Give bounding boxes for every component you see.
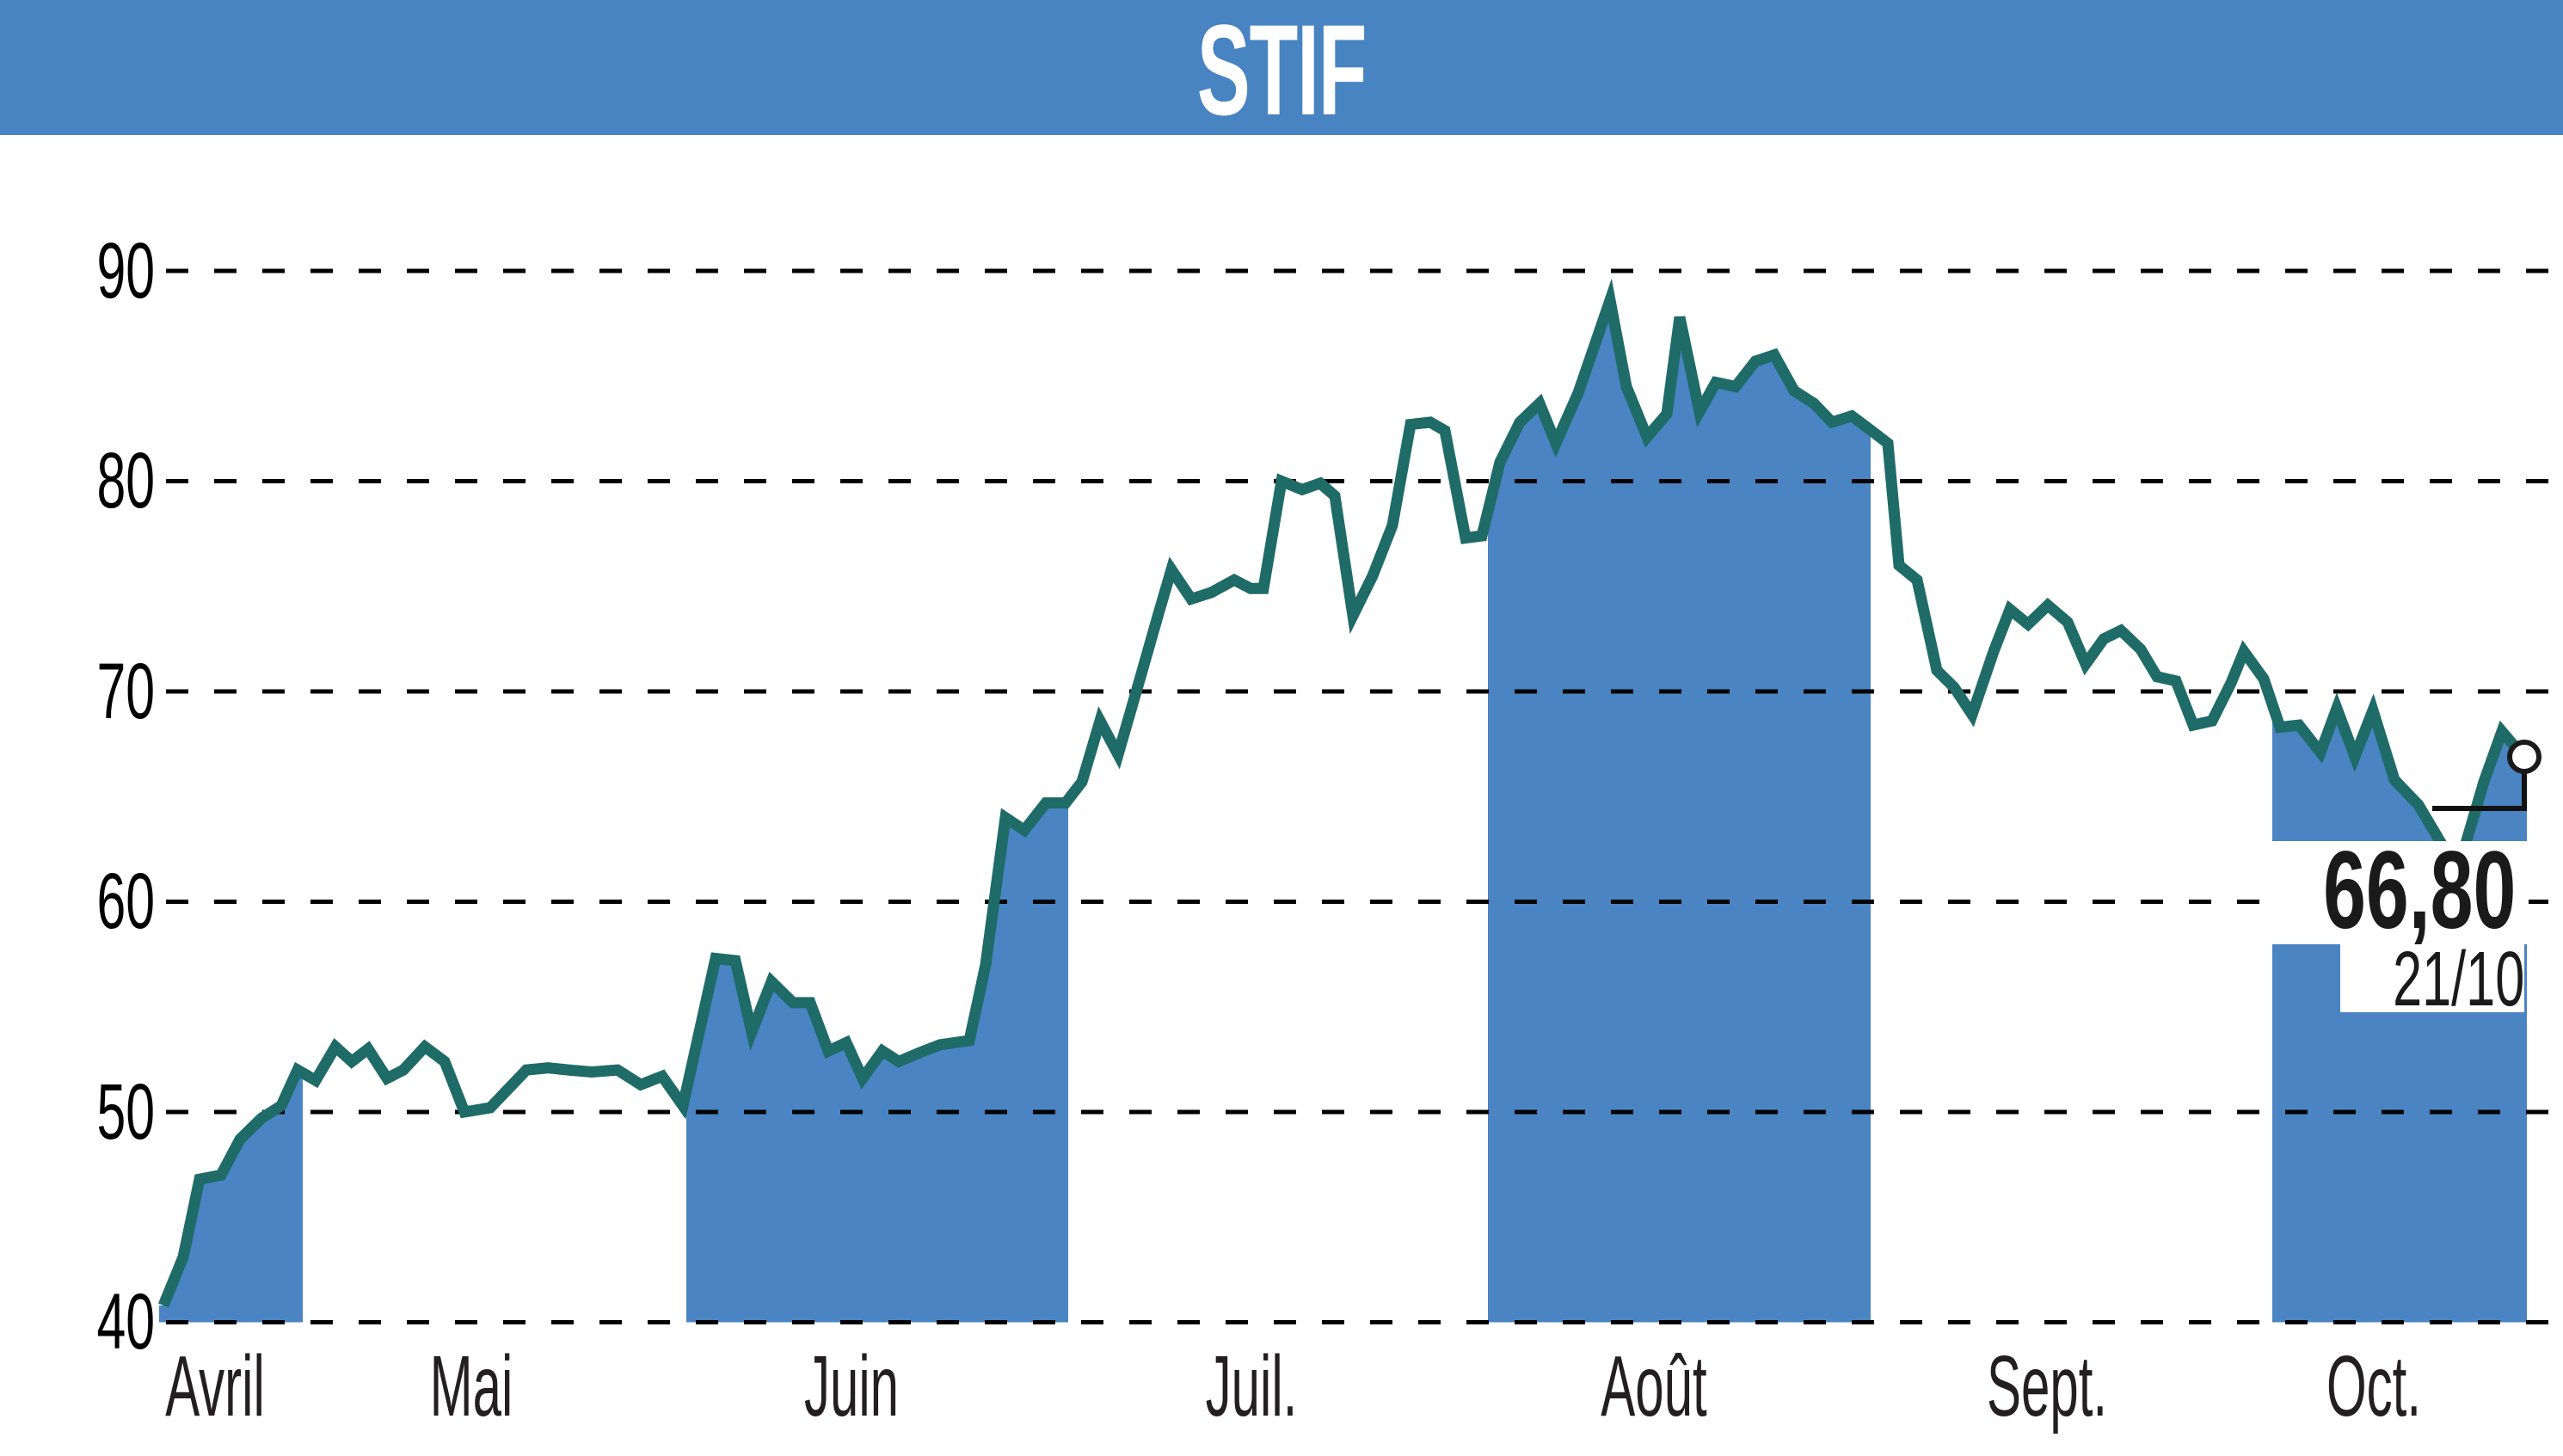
x-tick-sept: Sept.: [1986, 1338, 2108, 1434]
x-tick-juin: Juin: [803, 1338, 900, 1434]
last-price-value: 66,80: [2322, 829, 2516, 952]
x-tick-juil: Juil.: [1205, 1338, 1298, 1434]
y-tick-40: 40: [96, 1278, 155, 1366]
gridlines: [166, 268, 2563, 1324]
month-bands: [159, 300, 2527, 1323]
last-price-connector: [2432, 772, 2527, 811]
x-tick-avril: Avril: [165, 1338, 265, 1434]
x-tick-oct: Oct.: [2326, 1338, 2422, 1434]
last-date-box: [2340, 944, 2524, 1012]
month-band: [1488, 300, 1871, 1323]
y-tick-50: 50: [96, 1068, 155, 1156]
y-tick-80: 80: [96, 437, 155, 525]
y-tick-70: 70: [96, 648, 155, 735]
x-tick-aout: Août: [1601, 1338, 1707, 1434]
month-band: [159, 1070, 303, 1323]
x-tick-mai: Mai: [429, 1338, 513, 1434]
circle-marker-icon: [2507, 740, 2541, 774]
y-tick-60: 60: [96, 857, 155, 945]
price-line: [157, 278, 2529, 1308]
y-tick-90: 90: [96, 227, 155, 315]
last-price-date: 21/10: [2392, 937, 2524, 1023]
title-banner: [0, 0, 2563, 135]
last-price-box: [2271, 841, 2529, 944]
chart-title: STIF: [1196, 0, 1368, 142]
